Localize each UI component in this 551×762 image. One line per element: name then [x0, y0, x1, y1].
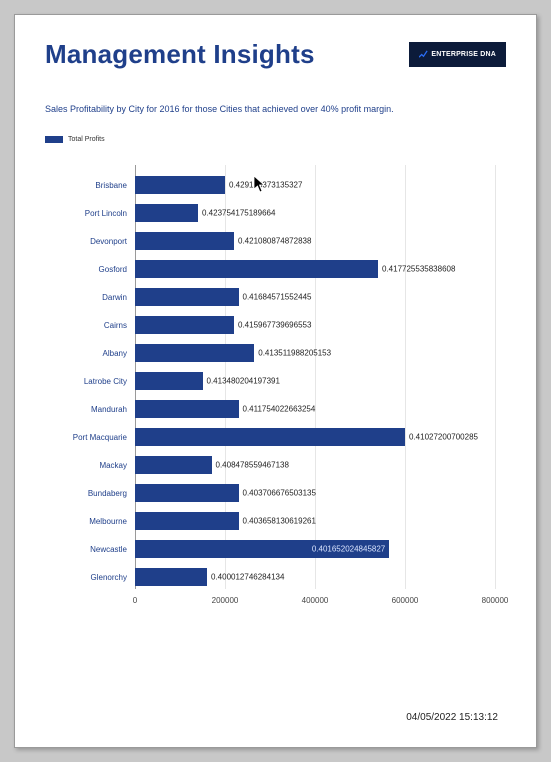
category-label: Devonport [45, 237, 127, 246]
bar-value-label: 0.417725535838608 [382, 265, 455, 274]
category-label: Port Macquarie [45, 433, 127, 442]
category-label: Brisbane [45, 181, 127, 190]
bar [135, 428, 405, 446]
bar-value-label: 0.403706676503135 [243, 489, 316, 498]
bar-row: Glenorchy0.400012746284134 [135, 563, 496, 591]
category-label: Latrobe City [45, 377, 127, 386]
bar [135, 204, 198, 222]
report-page: Management Insights ENTERPRISE DNA Sales… [14, 14, 537, 748]
bar-row: Mandurah0.411754022663254 [135, 395, 496, 423]
logo-text: ENTERPRISE DNA [431, 51, 496, 58]
bar-value-label: 0.401652024845827 [312, 545, 385, 554]
timestamp: 04/05/2022 15:13:12 [406, 712, 498, 723]
bar-value-label: 0.411754022663254 [243, 405, 316, 414]
bar [135, 344, 254, 362]
bar-row: Gosford0.417725535838608 [135, 255, 496, 283]
bar [135, 288, 239, 306]
bar [135, 232, 234, 250]
bar-value-label: 0.400012746284134 [211, 573, 284, 582]
bar-row: Albany0.413511988205153 [135, 339, 496, 367]
page-title: Management Insights [45, 39, 315, 70]
logo: ENTERPRISE DNA [409, 42, 506, 67]
header-row: Management Insights ENTERPRISE DNA [45, 39, 506, 70]
bar [135, 484, 239, 502]
bar-row: Port Lincoln0.423754175189664 [135, 199, 496, 227]
x-tick-label: 0 [133, 596, 137, 605]
bar [135, 260, 378, 278]
bar [135, 456, 212, 474]
bar [135, 400, 239, 418]
bar-row: Bundaberg0.403706676503135 [135, 479, 496, 507]
bar-row: Latrobe City0.413480204197391 [135, 367, 496, 395]
bar-value-label: 0.421080874872838 [238, 237, 311, 246]
category-label: Newcastle [45, 545, 127, 554]
bar-value-label: 0.41027200700285 [409, 433, 478, 442]
legend: Total Profits [45, 136, 506, 143]
bar-value-label: 0.429178373135327 [229, 181, 302, 190]
bar-value-label: 0.408478559467138 [216, 461, 289, 470]
legend-label: Total Profits [68, 136, 105, 143]
x-tick-label: 600000 [392, 596, 419, 605]
bar-row: Brisbane0.429178373135327 [135, 171, 496, 199]
category-label: Melbourne [45, 517, 127, 526]
category-label: Cairns [45, 321, 127, 330]
bar-row: Port Macquarie0.41027200700285 [135, 423, 496, 451]
x-tick-label: 200000 [212, 596, 239, 605]
category-label: Gosford [45, 265, 127, 274]
subtitle: Sales Profitability by City for 2016 for… [45, 104, 506, 114]
bar-value-label: 0.41684571552445 [243, 293, 312, 302]
bar [135, 316, 234, 334]
category-label: Albany [45, 349, 127, 358]
x-tick-label: 800000 [482, 596, 509, 605]
chart-line-icon [419, 50, 428, 59]
category-label: Glenorchy [45, 573, 127, 582]
chart: 0200000400000600000800000Brisbane0.42917… [45, 165, 506, 625]
legend-swatch [45, 136, 63, 143]
bar: 0.401652024845827 [135, 540, 389, 558]
category-label: Port Lincoln [45, 209, 127, 218]
bar-row: Newcastle0.401652024845827 [135, 535, 496, 563]
x-tick-label: 400000 [302, 596, 329, 605]
bar-row: Melbourne0.403658130619261 [135, 507, 496, 535]
plot-area: 0200000400000600000800000Brisbane0.42917… [135, 165, 496, 589]
bar [135, 568, 207, 586]
category-label: Bundaberg [45, 489, 127, 498]
category-label: Darwin [45, 293, 127, 302]
bar-row: Mackay0.408478559467138 [135, 451, 496, 479]
bar-row: Darwin0.41684571552445 [135, 283, 496, 311]
category-label: Mackay [45, 461, 127, 470]
bar-value-label: 0.413511988205153 [258, 349, 331, 358]
bar-value-label: 0.415967739696553 [238, 321, 311, 330]
bar-value-label: 0.403658130619261 [243, 517, 316, 526]
bar [135, 512, 239, 530]
bar [135, 176, 225, 194]
bar-row: Devonport0.421080874872838 [135, 227, 496, 255]
bar-value-label: 0.413480204197391 [207, 377, 280, 386]
bar [135, 372, 203, 390]
bar-value-label: 0.423754175189664 [202, 209, 275, 218]
category-label: Mandurah [45, 405, 127, 414]
bar-row: Cairns0.415967739696553 [135, 311, 496, 339]
